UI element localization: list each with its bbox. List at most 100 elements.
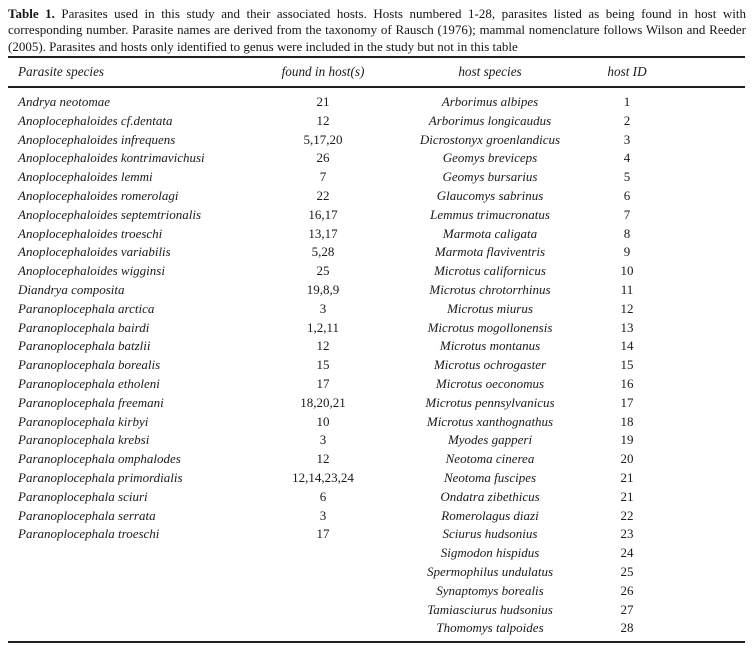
table-row: Paranoplocephala batzlii 12 Microtus mon… <box>8 337 745 356</box>
host-species-cell: Lemmus trimucronatus <box>430 206 550 222</box>
parasite-species-cell: Paranoplocephala serrata <box>18 507 156 523</box>
table-row: Anoplocephaloides septemtrionalis 16,17 … <box>8 206 745 225</box>
table-row: Spermophilus undulatus 25 <box>8 563 745 582</box>
table-row: Paranoplocephala sciuri 6 Ondatra zibeth… <box>8 488 745 507</box>
table-row: Paranoplocephala bairdi 1,2,11 Microtus … <box>8 319 745 338</box>
host-species-cell: Arborimus albipes <box>441 94 539 109</box>
host-species-cell: Romerolagus diazi <box>441 507 539 523</box>
table-row: Paranoplocephala arctica 3 Microtus miur… <box>8 300 745 319</box>
host-id-cell: 19 <box>620 432 634 448</box>
parasite-species-cell: Paranoplocephala troeschi <box>18 526 160 542</box>
table-row: Paranoplocephala etholeni 17 Microtus oe… <box>8 375 745 394</box>
table-header-row: Parasite species found in host(s) host s… <box>8 58 745 86</box>
host-id-cell: 17 <box>620 394 634 410</box>
column-header-host-id: host ID <box>607 64 647 79</box>
found-in-hosts-cell: 6 <box>319 488 327 504</box>
host-id-cell: 22 <box>620 507 634 523</box>
host-id-cell: 23 <box>620 526 634 542</box>
parasite-species-cell: Paranoplocephala kirbyi <box>18 413 149 429</box>
host-species-cell: Marmota flaviventris <box>434 244 546 260</box>
found-in-hosts-cell: 12,14,23,24 <box>292 469 354 485</box>
found-in-hosts-cell: 7 <box>319 169 327 185</box>
host-species-cell: Geomys breviceps <box>442 150 538 166</box>
host-id-cell: 18 <box>620 413 634 429</box>
host-species-cell: Glaucomys sabrinus <box>436 187 544 203</box>
found-in-hosts-cell: 3 <box>319 507 327 523</box>
parasite-species-cell: Paranoplocephala omphalodes <box>18 451 181 467</box>
host-species-cell: Neotoma fuscipes <box>443 469 537 485</box>
found-in-hosts-cell: 25 <box>316 263 330 279</box>
table-body: Andrya neotomae 21 Arborimus albipes 1 A… <box>8 89 745 638</box>
parasite-species-cell: Anoplocephaloides infrequens <box>18 131 176 147</box>
parasite-species-cell: Paranoplocephala primordialis <box>18 469 183 485</box>
host-id-cell: 25 <box>620 563 634 579</box>
found-in-hosts-cell: 12 <box>316 338 330 354</box>
host-species-cell: Microtus ochrogaster <box>433 357 547 373</box>
host-id-cell: 9 <box>623 244 631 260</box>
host-id-cell: 26 <box>620 582 634 598</box>
parasite-species-cell: Anoplocephaloides variabilis <box>18 244 171 260</box>
parasite-species-cell: Paranoplocephala etholeni <box>18 375 160 391</box>
host-species-cell: Microtus chrotorrhinus <box>429 281 551 297</box>
found-in-hosts-cell: 5,28 <box>311 244 335 260</box>
table-row: Paranoplocephala omphalodes 12 Neotoma c… <box>8 450 745 469</box>
host-species-cell: Thomomys talpoides <box>436 620 544 636</box>
table-row: Anoplocephaloides variabilis 5,28 Marmot… <box>8 243 745 262</box>
host-species-cell: Microtus californicus <box>434 263 546 279</box>
table-row: Paranoplocephala freemani 18,20,21 Micro… <box>8 394 745 413</box>
host-id-cell: 20 <box>620 451 634 467</box>
host-id-cell: 12 <box>620 300 634 316</box>
column-header-found-in-hosts: found in host(s) <box>281 64 365 79</box>
found-in-hosts-cell: 17 <box>316 526 330 542</box>
table-row: Anoplocephaloides infrequens 5,17,20 Dic… <box>8 131 745 150</box>
host-species-cell: Dicrostonyx groenlandicus <box>419 131 561 147</box>
column-header-host-species: host species <box>458 64 522 79</box>
table-row: Paranoplocephala serrata 3 Romerolagus d… <box>8 507 745 526</box>
found-in-hosts-cell: 22 <box>316 187 330 203</box>
table-row: Anoplocephaloides lemmi 7 Geomys bursari… <box>8 168 745 187</box>
table-row: Paranoplocephala primordialis 12,14,23,2… <box>8 469 745 488</box>
table-bottom-rule <box>8 641 745 643</box>
table-row: Paranoplocephala krebsi 3 Myodes gapperi… <box>8 431 745 450</box>
host-species-cell: Microtus montanus <box>439 338 541 354</box>
table-row: Anoplocephaloides wigginsi 25 Microtus c… <box>8 262 745 281</box>
found-in-hosts-cell: 10 <box>316 413 330 429</box>
found-in-hosts-cell: 26 <box>316 150 330 166</box>
host-species-cell: Neotoma cinerea <box>445 451 535 467</box>
table-top-rule <box>8 56 745 58</box>
found-in-hosts-cell: 17 <box>316 375 330 391</box>
host-id-cell: 24 <box>620 545 634 561</box>
table-row: Anoplocephaloides cf.dentata 12 Arborimu… <box>8 112 745 131</box>
table-row: Anoplocephaloides kontrimavichusi 26 Geo… <box>8 149 745 168</box>
found-in-hosts-cell: 18,20,21 <box>300 394 346 410</box>
parasite-species-cell: Paranoplocephala bairdi <box>18 319 150 335</box>
host-id-cell: 10 <box>620 263 634 279</box>
host-species-cell: Microtus pennsylvanicus <box>425 394 555 410</box>
found-in-hosts-cell: 3 <box>319 432 327 448</box>
table-row: Andrya neotomae 21 Arborimus albipes 1 <box>8 93 745 112</box>
table-row: Sigmodon hispidus 24 <box>8 544 745 563</box>
host-species-cell: Arborimus longicaudus <box>428 112 552 128</box>
found-in-hosts-cell: 5,17,20 <box>303 131 343 147</box>
host-species-cell: Myodes gapperi <box>447 432 533 448</box>
table-header-rule <box>8 86 745 88</box>
table-row: Tamiasciurus hudsonius 27 <box>8 601 745 620</box>
host-id-cell: 1 <box>623 94 631 109</box>
host-id-cell: 8 <box>623 225 631 241</box>
host-id-cell: 6 <box>623 187 631 203</box>
table-row: Diandrya composita 19,8,9 Microtus chrot… <box>8 281 745 300</box>
host-id-cell: 21 <box>620 469 634 485</box>
found-in-hosts-cell: 12 <box>316 112 330 128</box>
host-id-cell: 7 <box>623 206 631 222</box>
column-header-parasite-species: Parasite species <box>18 64 105 79</box>
parasite-species-cell: Anoplocephaloides kontrimavichusi <box>18 150 205 166</box>
host-id-cell: 3 <box>623 131 631 147</box>
host-species-cell: Microtus mogollonensis <box>427 319 553 335</box>
parasite-species-cell: Paranoplocephala freemani <box>18 394 164 410</box>
host-id-cell: 13 <box>620 319 634 335</box>
table-row: Paranoplocephala borealis 15 Microtus oc… <box>8 356 745 375</box>
host-id-cell: 16 <box>620 375 634 391</box>
host-species-cell: Synaptomys borealis <box>436 582 544 598</box>
host-species-cell: Sigmodon hispidus <box>440 545 540 561</box>
